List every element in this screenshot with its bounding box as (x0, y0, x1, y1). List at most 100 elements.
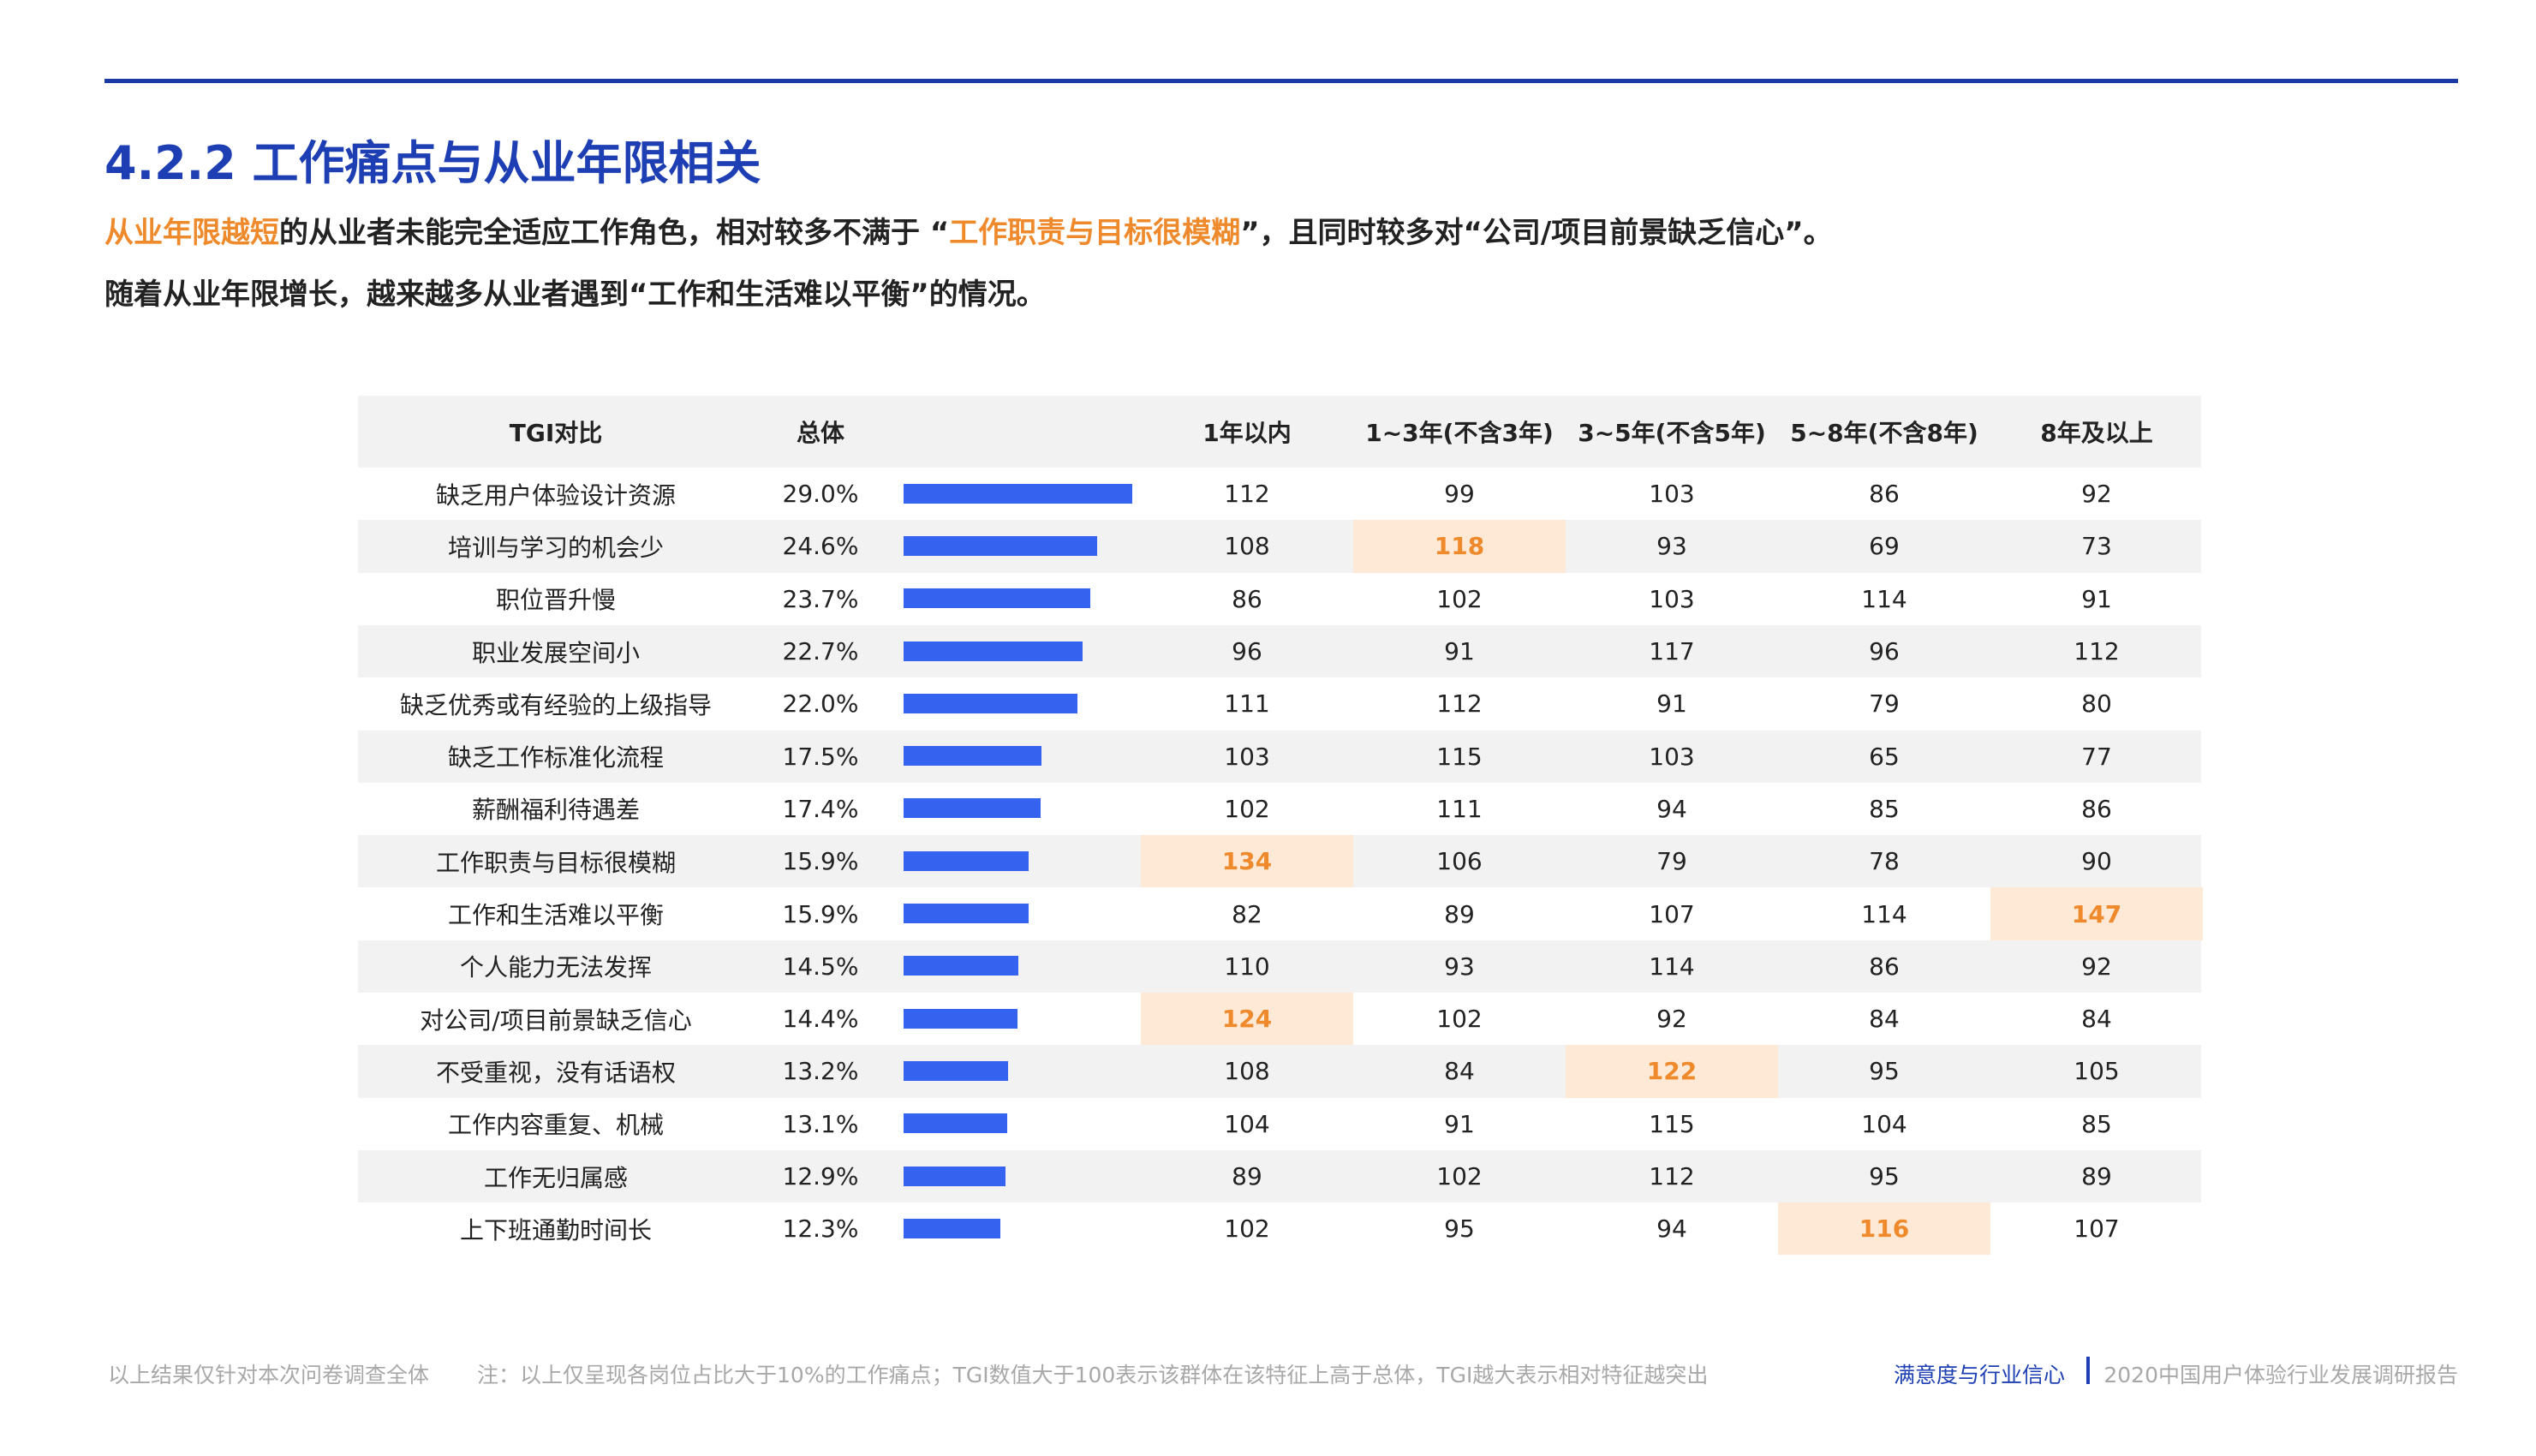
header-cell: 总体 (796, 419, 844, 447)
tgi-value: 85 (2081, 1109, 2112, 1138)
tgi-value: 102 (1436, 1162, 1483, 1191)
row-background (358, 1045, 2201, 1098)
tgi-value: 103 (1649, 742, 1695, 771)
tgi-value: 94 (1656, 794, 1687, 823)
tgi-value: 106 (1436, 847, 1483, 876)
overall-bar (904, 693, 1077, 713)
tgi-value: 96 (1869, 637, 1900, 666)
tgi-value: 114 (1649, 952, 1695, 981)
tgi-value: 147 (1990, 887, 2203, 940)
header-cell: 1年以内 (1202, 419, 1292, 447)
overall-value: 12.9% (782, 1162, 859, 1191)
overall-value: 15.9% (782, 899, 859, 928)
tgi-value: 114 (1861, 899, 1907, 928)
tgi-value: 93 (1656, 532, 1687, 561)
tgi-value: 95 (1869, 1162, 1900, 1191)
tgi-value: 105 (2074, 1057, 2120, 1086)
header-cell: TGI对比 (509, 419, 603, 447)
tgi-value: 94 (1656, 1214, 1687, 1244)
tgi-value: 77 (2081, 742, 2112, 771)
tgi-value: 86 (2081, 794, 2112, 823)
row-label: 上下班通勤时间长 (459, 1215, 652, 1244)
tgi-value: 86 (1869, 480, 1900, 509)
tgi-value: 95 (1444, 1214, 1475, 1244)
tgi-value: 115 (1649, 1109, 1695, 1138)
overall-value: 13.2% (782, 1057, 859, 1086)
tgi-value: 73 (2081, 532, 2112, 561)
overall-bar (904, 588, 1091, 609)
overall-value: 13.1% (782, 1109, 859, 1138)
tgi-value: 96 (1232, 637, 1262, 666)
tgi-value: 89 (1232, 1162, 1262, 1191)
row-label: 工作无归属感 (483, 1163, 628, 1192)
row-label: 工作职责与目标很模糊 (435, 848, 676, 877)
row-label: 缺乏工作标准化流程 (447, 743, 664, 773)
row-background (358, 624, 2201, 678)
tgi-value: 102 (1436, 1005, 1483, 1034)
tgi-value: 95 (1869, 1057, 1900, 1086)
row-label: 职位晋升慢 (495, 586, 616, 615)
overall-value: 23.7% (782, 584, 859, 613)
subtitle-segment: ”，且同时较多对“公司/项目前景缺乏信心”。 (1240, 216, 1833, 250)
header-cell: 5~8年(不含8年) (1790, 419, 1978, 447)
tgi-value: 103 (1649, 584, 1695, 613)
overall-bar (904, 904, 1029, 924)
tgi-value: 124 (1141, 993, 1353, 1046)
overall-bar (904, 1113, 1007, 1134)
tgi-value: 91 (1444, 637, 1475, 666)
tgi-value: 92 (2081, 952, 2112, 981)
tgi-value: 93 (1444, 952, 1475, 981)
row-label: 薪酬福利待遇差 (471, 796, 640, 825)
tgi-value: 91 (1444, 1109, 1475, 1138)
overall-value: 14.4% (782, 1005, 859, 1034)
row-label: 培训与学习的机会少 (447, 533, 664, 562)
tgi-value: 134 (1141, 835, 1353, 888)
tgi-value: 116 (1778, 1202, 1990, 1256)
tgi-value: 89 (2081, 1162, 2112, 1191)
overall-value: 17.5% (782, 742, 859, 771)
subtitle-segment: 从业年限越短 (104, 216, 279, 250)
tgi-value: 107 (2074, 1214, 2120, 1244)
row-label: 个人能力无法发挥 (459, 953, 652, 982)
subtitle-segment: 工作职责与目标很模糊 (949, 216, 1241, 250)
overall-bar (904, 746, 1042, 767)
footer-separator (2086, 1357, 2090, 1384)
row-label: 缺乏优秀或有经验的上级指导 (399, 690, 712, 719)
tgi-value: 86 (1232, 584, 1262, 613)
overall-bar (904, 1060, 1008, 1081)
footer-scope: 以上结果仅针对本次问卷调查全体 (108, 1363, 430, 1387)
row-label: 职业发展空间小 (471, 638, 640, 667)
tgi-value: 80 (2081, 689, 2112, 719)
tgi-value: 99 (1444, 480, 1475, 509)
tgi-value: 108 (1224, 1057, 1270, 1086)
overall-bar (904, 850, 1029, 871)
row-label: 不受重视，没有话语权 (435, 1058, 676, 1087)
tgi-value: 117 (1649, 637, 1695, 666)
tgi-value: 104 (1861, 1109, 1907, 1138)
tgi-value: 84 (1869, 1005, 1900, 1034)
tgi-value: 79 (1869, 689, 1900, 719)
tgi-value: 85 (1869, 794, 1900, 823)
page-title: 4.2.2 工作痛点与从业年限相关 (104, 136, 761, 190)
subtitle-line: 随着从业年限增长，越来越多从业者遇到“工作和生活难以平衡”的情况。 (104, 271, 1046, 313)
overall-bar (904, 1218, 1001, 1238)
tgi-value: 78 (1869, 847, 1900, 876)
tgi-value: 102 (1224, 794, 1270, 823)
overall-bar (904, 956, 1018, 976)
tgi-value: 89 (1444, 899, 1475, 928)
overall-value: 24.6% (782, 532, 859, 561)
tgi-value: 107 (1649, 899, 1695, 928)
tgi-value: 112 (1649, 1162, 1695, 1191)
tgi-value: 114 (1861, 584, 1907, 613)
row-label: 工作内容重复、机械 (447, 1111, 664, 1140)
subtitle-segment: 的从业者未能完全适应工作角色，相对较多不满于 “ (279, 216, 950, 250)
tgi-value: 115 (1436, 742, 1483, 771)
header-cell: 3~5年(不含5年) (1578, 419, 1766, 447)
tgi-value: 112 (1436, 689, 1483, 719)
tgi-value: 112 (2074, 637, 2120, 666)
tgi-value: 65 (1869, 742, 1900, 771)
overall-value: 22.7% (782, 637, 859, 666)
tgi-value: 111 (1436, 794, 1483, 823)
overall-value: 12.3% (782, 1214, 859, 1244)
